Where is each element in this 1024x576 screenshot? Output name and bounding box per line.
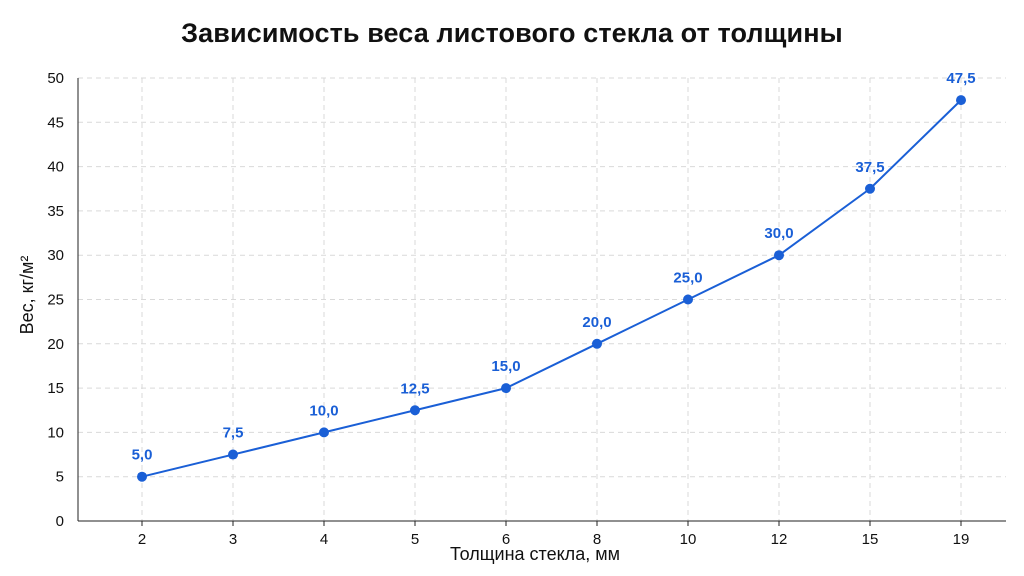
y-tick-label: 10 (47, 424, 64, 441)
y-tick-label: 40 (47, 159, 64, 176)
data-point (501, 383, 511, 394)
y-tick-label: 45 (47, 114, 64, 131)
data-point (319, 427, 329, 438)
data-label: 7,5 (223, 425, 244, 442)
y-tick-label: 25 (47, 292, 64, 309)
x-tick-label: 8 (593, 531, 601, 548)
data-point (865, 183, 875, 194)
data-point (228, 449, 238, 460)
x-axis-label: Толщина стекла, мм (450, 544, 620, 564)
x-tick-label: 4 (320, 531, 328, 548)
x-tick-label: 15 (862, 531, 879, 548)
grid-layer (78, 77, 1006, 521)
data-point (956, 95, 966, 106)
x-tick-label: 19 (953, 531, 970, 548)
data-point (137, 471, 147, 482)
x-tick-label: 2 (138, 531, 146, 548)
series-line (141, 99, 962, 478)
x-tick-label: 6 (502, 531, 510, 548)
data-label: 20,0 (582, 314, 611, 331)
data-label: 12,5 (400, 380, 429, 397)
y-tick-label: 30 (47, 247, 64, 264)
x-tick-label: 3 (229, 531, 237, 548)
data-point (410, 405, 420, 416)
data-point (592, 338, 602, 349)
y-tick-label: 15 (47, 380, 64, 397)
y-tick-label: 0 (56, 513, 64, 530)
y-tick-label: 20 (47, 336, 64, 353)
y-tick-label: 5 (56, 469, 64, 486)
data-label: 10,0 (309, 402, 338, 419)
data-label: 30,0 (764, 225, 793, 242)
x-tick-label: 10 (680, 531, 697, 548)
y-axis-label: Вес, кг/м² (17, 256, 37, 335)
data-label: 37,5 (855, 159, 884, 176)
data-label: 47,5 (946, 70, 975, 87)
data-label: 15,0 (491, 358, 520, 375)
data-label: 5,0 (132, 447, 153, 464)
chart-title: Зависимость веса листового стекла от тол… (181, 18, 843, 48)
data-point (683, 294, 693, 305)
x-tick-label: 5 (411, 531, 419, 548)
data-point (774, 250, 784, 261)
x-tick-label: 12 (771, 531, 788, 548)
series-layer (137, 95, 966, 482)
y-tick-label: 35 (47, 203, 64, 220)
y-tick-label: 50 (47, 70, 64, 87)
label-layer: 5,0 7,5 10,0 12,5 15,0 20,0 25,0 30,0 37,5 47,5 (132, 70, 976, 464)
data-label: 25,0 (673, 270, 702, 287)
